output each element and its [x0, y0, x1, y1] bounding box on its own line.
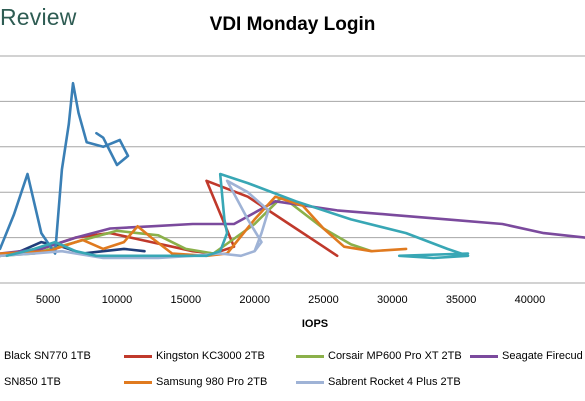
legend-item: Kingston KC3000 2TB [124, 350, 265, 362]
series-line-7 [0, 179, 270, 260]
x-axis-ticks: 5000 10000 15000 20000 25000 30000 35000 40000 [36, 294, 545, 306]
legend-swatch [296, 354, 324, 358]
legend-swatch [470, 354, 498, 358]
legend-item: SN850 1TB [0, 376, 61, 388]
legend-label: Samsung 980 Pro 2TB [156, 376, 268, 389]
legend-swatch [124, 380, 152, 384]
series-line-4 [0, 200, 585, 255]
legend-item: Sabrent Rocket 4 Plus 2TB [296, 376, 461, 388]
legend-item: Corsair MP600 Pro XT 2TB [296, 350, 462, 362]
legend-item: Seagate Firecud [470, 350, 583, 362]
x-tick-label: 35000 [446, 294, 477, 306]
x-axis-label: IOPS [302, 318, 328, 330]
series-line-8 [5, 172, 470, 260]
legend-label: Sabrent Rocket 4 Plus 2TB [328, 376, 461, 389]
series-line-6 [0, 195, 408, 258]
x-tick-label: 15000 [171, 294, 202, 306]
chart-title: VDI Monday Login [209, 14, 376, 35]
x-tick-label: 25000 [308, 294, 339, 306]
x-tick-label: 10000 [102, 294, 133, 306]
legend-label: Black SN770 1TB [4, 350, 91, 363]
legend-label: Kingston KC3000 2TB [156, 350, 265, 363]
chart-grid [0, 55, 585, 284]
brand-logo: Review [0, 4, 77, 30]
x-tick-label: 30000 [377, 294, 408, 306]
legend-item: Samsung 980 Pro 2TB [124, 376, 267, 388]
legend-swatch [124, 354, 152, 358]
series-line-5 [0, 81, 130, 255]
x-tick-label: 20000 [239, 294, 270, 306]
x-tick-label: 40000 [515, 294, 546, 306]
legend-label: Corsair MP600 Pro XT 2TB [328, 350, 462, 363]
legend-label: Seagate Firecud [502, 350, 583, 363]
legend-swatch [296, 380, 324, 384]
legend-item: Black SN770 1TB [0, 350, 91, 362]
legend-label: SN850 1TB [4, 376, 61, 389]
x-tick-label: 5000 [36, 294, 60, 306]
chart-series-group [0, 81, 585, 260]
